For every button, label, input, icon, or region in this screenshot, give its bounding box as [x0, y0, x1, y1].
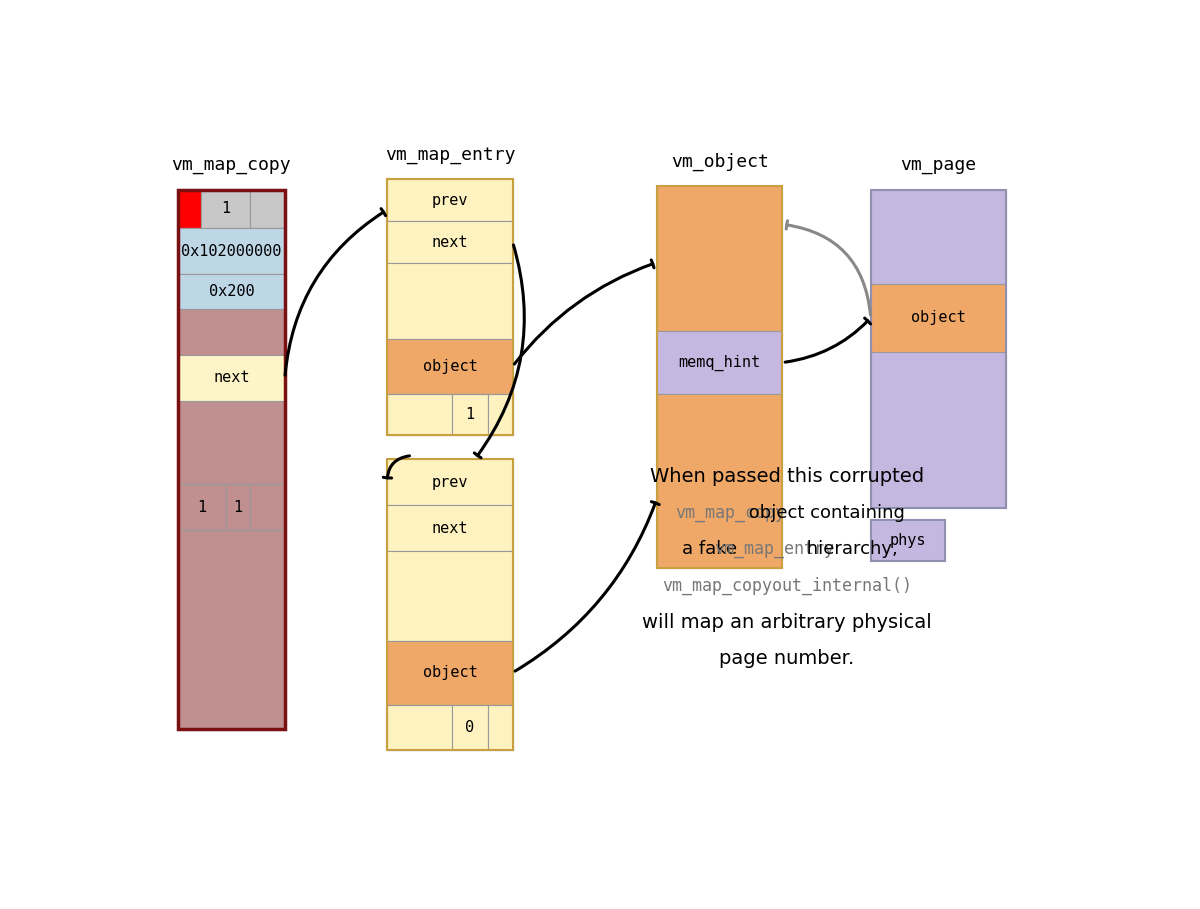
Bar	[388, 264, 512, 339]
Bar	[178, 401, 284, 484]
Bar	[487, 704, 512, 750]
Text: vm_map_copy: vm_map_copy	[676, 504, 785, 522]
Bar	[250, 190, 284, 228]
Text: object containing: object containing	[743, 504, 905, 522]
Bar	[388, 459, 512, 505]
Bar	[388, 704, 512, 750]
Bar	[178, 275, 284, 309]
Text: memq_hint: memq_hint	[678, 355, 761, 371]
Bar	[178, 309, 284, 355]
Text: 0x200: 0x200	[209, 285, 254, 299]
Text: phys: phys	[889, 533, 926, 548]
Text: page number.: page number.	[720, 649, 854, 668]
Bar	[871, 284, 1006, 352]
Text: a fake: a fake	[682, 540, 743, 558]
Bar	[871, 520, 946, 561]
Bar	[388, 179, 512, 435]
Text: vm_map_copy: vm_map_copy	[172, 156, 292, 175]
Text: 0x102000000: 0x102000000	[181, 244, 282, 259]
Bar	[656, 186, 782, 567]
Text: 1: 1	[466, 406, 474, 422]
Text: 1: 1	[233, 500, 242, 514]
Text: next: next	[432, 521, 468, 536]
Text: 0: 0	[466, 720, 474, 734]
Text: 1: 1	[198, 500, 206, 514]
Bar	[388, 394, 452, 435]
Text: hierarchy,: hierarchy,	[800, 540, 898, 558]
Bar	[656, 186, 782, 331]
Text: vm_map_entry: vm_map_entry	[714, 540, 834, 558]
Bar	[388, 179, 512, 221]
Bar	[388, 459, 512, 750]
Bar	[656, 331, 782, 394]
Bar	[388, 339, 512, 394]
Bar	[452, 394, 487, 435]
Text: object: object	[422, 665, 478, 680]
Bar	[871, 190, 1006, 284]
Text: vm_page: vm_page	[900, 156, 977, 175]
Text: next: next	[214, 371, 250, 385]
Bar	[178, 190, 284, 728]
Bar	[388, 552, 512, 641]
Text: When passed this corrupted: When passed this corrupted	[650, 467, 924, 486]
Text: vm_map_entry: vm_map_entry	[385, 145, 515, 164]
Bar	[178, 484, 226, 530]
Bar	[178, 190, 202, 228]
Bar	[388, 221, 512, 264]
Text: object: object	[422, 359, 478, 374]
Bar	[487, 394, 512, 435]
Bar	[871, 352, 1006, 508]
Text: 1: 1	[221, 202, 230, 216]
Bar	[178, 530, 284, 728]
Text: object: object	[911, 310, 966, 325]
Bar	[871, 190, 1006, 508]
Bar	[178, 228, 284, 275]
Bar	[250, 484, 284, 530]
Bar	[388, 505, 512, 552]
Bar	[178, 190, 284, 228]
Bar	[388, 641, 512, 704]
Bar	[452, 704, 487, 750]
Text: vm_object: vm_object	[671, 153, 768, 171]
Bar	[388, 394, 512, 435]
Bar	[226, 484, 250, 530]
Bar	[178, 355, 284, 401]
Text: prev: prev	[432, 474, 468, 490]
Text: prev: prev	[432, 193, 468, 207]
Bar	[202, 190, 250, 228]
Bar	[388, 704, 452, 750]
Text: will map an arbitrary physical: will map an arbitrary physical	[642, 613, 932, 632]
Text: next: next	[432, 235, 468, 250]
Bar	[656, 394, 782, 567]
Text: vm_map_copyout_internal(): vm_map_copyout_internal()	[662, 576, 912, 594]
Bar	[178, 484, 284, 530]
